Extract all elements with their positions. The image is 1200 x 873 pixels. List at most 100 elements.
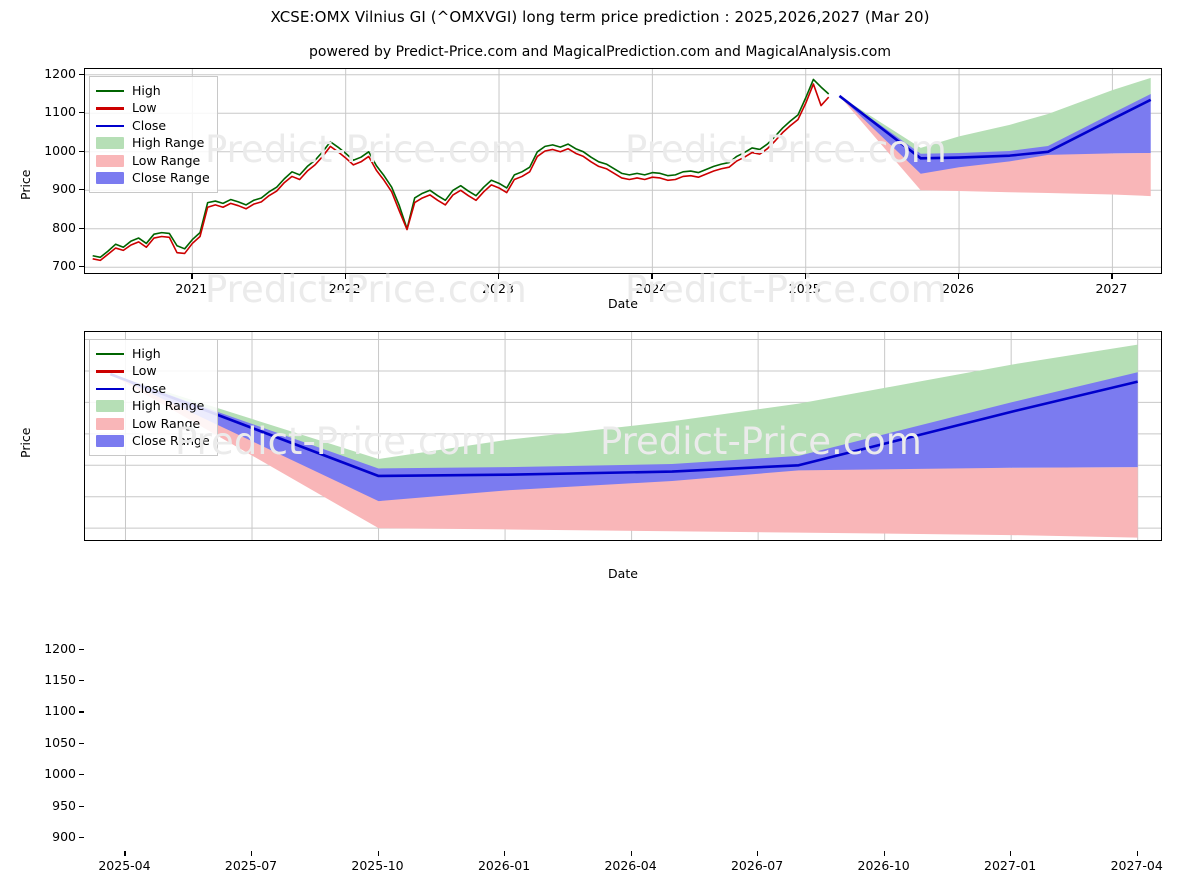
top-chart-legend-label: High Range (132, 135, 205, 150)
bottom-chart-y-tick-mark (79, 805, 84, 807)
top-chart-y-tick-label: 700 (52, 258, 76, 274)
top-chart-y-tick-mark (79, 150, 84, 152)
top-chart-close-line (838, 94, 1152, 160)
bottom-chart-legend-label: Close (132, 380, 167, 396)
bottom-chart-x-tick-label: 2026-10 (857, 858, 910, 873)
top-chart-x-tick-label: 2021 (175, 281, 208, 296)
bottom-chart-x-tick-label: 2025-07 (224, 858, 278, 873)
top-chart-y-tick-mark (79, 189, 84, 191)
bottom-chart-x-tick-label: 2025-04 (98, 858, 151, 873)
top-chart-x-tick-label: 2025 (788, 281, 821, 296)
bottom-chart-legend-swatch-low-icon (96, 365, 124, 377)
top-chart-y-tick-label: 800 (52, 219, 76, 235)
bottom-chart-y-tick-label: 1150 (44, 671, 76, 687)
top-chart-panel: Price 700 800 900 1000 1100 1200 2021 2022 2023 2… (0, 0, 1200, 311)
bottom-chart-panel: Price 900 950 1000 1050 1100 1150 1200 2025-04 2… (0, 310, 1200, 873)
bottom-chart-legend-swatch-close-icon (96, 383, 124, 395)
bottom-chart-legend-label: Low Range (132, 415, 201, 431)
bottom-chart-legend-row: High (96, 345, 210, 363)
bottom-chart-legend-label: Close Range (132, 433, 210, 448)
bottom-chart-y-tick-mark (79, 774, 84, 776)
top-chart-x-tick-mark (344, 274, 346, 279)
bottom-chart-x-tick-label: 2025-10 (351, 858, 404, 873)
bottom-chart-y-tick-label: 950 (52, 797, 76, 813)
bottom-chart-legend-row: Low (96, 363, 210, 381)
top-chart-y-tick-label: 1000 (44, 142, 76, 158)
top-chart-legend-swatch-low-range-icon (96, 154, 124, 167)
bottom-chart-x-tick-mark (251, 851, 253, 856)
top-chart-x-tick-label: 2026 (942, 281, 974, 296)
bottom-chart-y-tick-mark (79, 837, 84, 839)
top-chart-x-tick-mark (191, 274, 193, 279)
bottom-chart-y-tick-mark (79, 679, 84, 682)
top-chart-x-tick-mark (804, 274, 806, 279)
top-chart-y-tick-label: 900 (52, 181, 76, 197)
bottom-chart-x-tick-mark (630, 851, 632, 856)
bottom-chart-y-axis-label: Price (18, 427, 33, 459)
bottom-chart-x-tick-mark (883, 851, 885, 856)
bottom-chart-y-tick-label: 1000 (44, 766, 76, 782)
top-chart-x-axis-label: Date (608, 296, 638, 311)
bottom-chart-y-tick-label: 1200 (44, 640, 76, 656)
top-chart-legend-row: Low Range (96, 152, 210, 170)
top-chart-y-tick-mark (79, 227, 84, 229)
top-chart-legend: High Low Close High Range Low Range Close Ran… (89, 76, 218, 193)
bottom-chart-y-tick-mark (79, 648, 84, 650)
top-chart-x-tick-label: 2022 (328, 281, 361, 296)
bottom-chart-legend-swatch-high-range-icon (96, 400, 124, 413)
top-chart-x-tick-label: 2023 (482, 281, 514, 296)
top-chart-y-tick-mark (79, 266, 84, 268)
bottom-chart-x-tick-mark (757, 851, 759, 856)
top-chart-legend-swatch-high-range-icon (96, 137, 124, 150)
bottom-chart-legend-row: Low Range (96, 415, 210, 433)
top-chart-legend-swatch-close-range-icon (96, 172, 124, 185)
top-chart-legend-row: Close (96, 117, 210, 135)
bottom-chart-legend-row: Close (96, 380, 210, 398)
top-chart-low-range-band (839, 95, 1151, 197)
bottom-chart-y-tick-label: 1050 (44, 734, 76, 750)
top-chart-close-range-band (839, 94, 1151, 174)
top-chart-plot-area (84, 68, 1162, 274)
top-chart-legend-swatch-close-icon (96, 120, 124, 132)
bottom-chart-legend-swatch-close-range-icon (96, 435, 124, 448)
top-chart-x-tick-mark (651, 274, 653, 279)
bottom-chart-y-tick-label: 900 (52, 829, 76, 845)
bottom-chart-legend-label: High Range (132, 398, 205, 413)
bottom-chart-x-tick-label: 2027-01 (984, 858, 1037, 873)
top-chart-high-line (92, 78, 830, 259)
bottom-chart-plot-area (84, 331, 1162, 541)
top-chart-legend-label: Close (132, 117, 167, 133)
bottom-chart-x-tick-mark (504, 851, 506, 856)
bottom-chart-x-tick-mark (377, 851, 379, 856)
bottom-chart-y-tick-label: 1100 (44, 703, 76, 719)
top-chart-x-tick-label: 2027 (1095, 281, 1128, 296)
top-chart-y-tick-mark (79, 112, 84, 114)
bottom-chart-low-range-band (110, 374, 1138, 538)
bottom-chart-legend-label: High (132, 345, 161, 361)
top-chart-x-tick-mark (498, 274, 500, 279)
bottom-chart-x-tick-mark (124, 851, 126, 856)
bottom-chart-legend-label: Low (132, 363, 157, 378)
top-chart-x-tick-mark (958, 274, 960, 279)
top-chart-legend-row: High (96, 82, 210, 100)
top-chart-legend-label: Close Range (132, 170, 210, 185)
top-chart-x-tick-label: 2024 (635, 281, 668, 296)
top-chart-low-line (92, 83, 830, 262)
bottom-chart-close-range-band (110, 372, 1138, 502)
top-chart-legend-row: Low (96, 100, 210, 118)
top-chart-legend-swatch-low-icon (96, 102, 124, 114)
bottom-chart-x-tick-label: 2026-07 (730, 858, 784, 873)
top-chart-legend-label: Low Range (132, 152, 201, 168)
top-chart-x-tick-mark (1111, 274, 1113, 279)
page-subtitle: powered by Predict-Price.com and Magical… (309, 44, 891, 60)
bottom-chart-y-tick-mark (79, 742, 84, 745)
bottom-chart-legend: High Low Close High Range Low Range Close Ran… (89, 339, 218, 456)
bottom-chart-legend-swatch-low-range-icon (96, 417, 124, 430)
bottom-chart-x-tick-mark (1136, 851, 1138, 856)
bottom-chart-x-tick-label: 2026-04 (604, 858, 657, 873)
top-chart-legend-label: High (132, 82, 161, 98)
top-chart-legend-label: Low (132, 100, 157, 115)
bottom-chart-y-tick-mark (79, 711, 84, 713)
top-chart-y-tick-label: 1200 (44, 65, 76, 81)
